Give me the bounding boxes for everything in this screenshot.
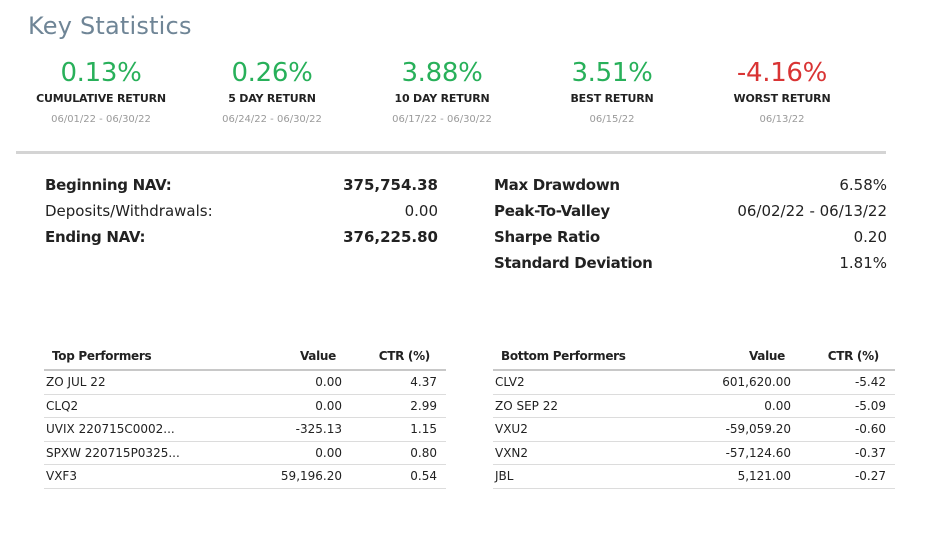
- column-header-ctr: CTR (%): [827, 349, 880, 363]
- table-row: VXF3 59,196.20 0.54: [44, 465, 446, 489]
- column-header-ctr: CTR (%): [378, 349, 431, 363]
- stat-best-return: 3.51% BEST RETURN 06/15/22: [527, 56, 697, 125]
- cell-ctr: -5.42: [854, 375, 886, 389]
- cell-value: 0.00: [764, 398, 791, 413]
- table-row: CLV2 601,620.00 -5.42: [493, 371, 895, 395]
- nav-value: 0.00: [404, 202, 438, 220]
- risk-value: 6.58%: [839, 176, 887, 194]
- nav-row-deposits: Deposits/Withdrawals: 0.00: [45, 200, 438, 226]
- cell-name: CLQ2: [46, 398, 79, 413]
- cell-value: 0.00: [315, 445, 342, 460]
- cell-ctr: -0.60: [854, 422, 886, 436]
- cell-ctr: -0.37: [854, 445, 886, 460]
- bottom-performers-table: Bottom Performers Value CTR (%) CLV2 601…: [493, 344, 895, 489]
- top-performers-table: Top Performers Value CTR (%) ZO JUL 22 0…: [44, 344, 446, 489]
- stat-label: WORST RETURN: [733, 92, 831, 105]
- stat-value: 0.26%: [231, 58, 313, 88]
- stat-value: 0.13%: [60, 58, 142, 88]
- cell-value: 0.00: [315, 375, 342, 389]
- table-row: SPXW 220715P0325... 0.00 0.80: [44, 442, 446, 465]
- cell-ctr: 0.54: [410, 469, 437, 483]
- cell-value: -59,059.20: [725, 422, 791, 436]
- cell-value: 5,121.00: [737, 469, 791, 483]
- table-row: VXN2 -57,124.60 -0.37: [493, 442, 895, 465]
- stat-value: 3.51%: [571, 58, 653, 88]
- nav-row-ending: Ending NAV: 376,225.80: [45, 226, 438, 252]
- stat-5-day-return: 0.26% 5 DAY RETURN 06/24/22 - 06/30/22: [187, 56, 357, 125]
- cell-name: UVIX 220715C0002...: [46, 422, 175, 436]
- column-header-value: Value: [748, 349, 785, 363]
- cell-value: 59,196.20: [280, 469, 342, 483]
- column-header-name: Bottom Performers: [501, 349, 626, 363]
- stat-10-day-return: 3.88% 10 DAY RETURN 06/17/22 - 06/30/22: [357, 56, 527, 125]
- cell-ctr: 4.37: [410, 375, 437, 389]
- risk-value: 0.20: [853, 228, 887, 246]
- risk-row-peak-to-valley: Peak-To-Valley 06/02/22 - 06/13/22: [494, 200, 887, 226]
- cell-value: -325.13: [295, 422, 342, 436]
- table-header: Top Performers Value CTR (%): [44, 344, 446, 371]
- nav-label: Ending NAV:: [45, 228, 146, 246]
- nav-row-beginning: Beginning NAV: 375,754.38: [45, 174, 438, 200]
- stat-label: 10 DAY RETURN: [394, 92, 490, 105]
- risk-label: Peak-To-Valley: [494, 202, 610, 220]
- risk-row-sharpe-ratio: Sharpe Ratio 0.20: [494, 226, 887, 252]
- stat-worst-return: -4.16% WORST RETURN 06/13/22: [697, 56, 867, 125]
- stat-label: BEST RETURN: [570, 92, 654, 105]
- stat-date-range: 06/24/22 - 06/30/22: [222, 114, 322, 125]
- stat-cumulative-return: 0.13% CUMULATIVE RETURN 06/01/22 - 06/30…: [16, 56, 186, 125]
- cell-ctr: -0.27: [854, 469, 886, 483]
- risk-label: Max Drawdown: [494, 176, 620, 194]
- stat-date-range: 06/13/22: [759, 114, 805, 125]
- column-header-value: Value: [299, 349, 336, 363]
- risk-label: Standard Deviation: [494, 254, 653, 272]
- nav-label: Deposits/Withdrawals:: [45, 202, 213, 220]
- risk-summary: Max Drawdown 6.58% Peak-To-Valley 06/02/…: [494, 174, 887, 278]
- table-header: Bottom Performers Value CTR (%): [493, 344, 895, 371]
- nav-value: 376,225.80: [343, 228, 438, 246]
- cell-ctr: 0.80: [410, 445, 437, 460]
- cell-name: JBL: [495, 469, 514, 483]
- cell-ctr: 1.15: [410, 422, 437, 436]
- risk-row-max-drawdown: Max Drawdown 6.58%: [494, 174, 887, 200]
- nav-summary: Beginning NAV: 375,754.38 Deposits/Withd…: [45, 174, 438, 252]
- table-row: UVIX 220715C0002... -325.13 1.15: [44, 418, 446, 442]
- stat-label: 5 DAY RETURN: [228, 92, 316, 105]
- cell-value: 601,620.00: [722, 375, 791, 389]
- cell-name: VXF3: [46, 469, 77, 483]
- nav-value: 375,754.38: [343, 176, 438, 194]
- nav-label: Beginning NAV:: [45, 176, 172, 194]
- cell-ctr: -5.09: [854, 398, 886, 413]
- stat-date-range: 06/01/22 - 06/30/22: [51, 114, 151, 125]
- key-stats-row: 0.13% CUMULATIVE RETURN 06/01/22 - 06/30…: [16, 56, 884, 136]
- cell-name: ZO SEP 22: [495, 398, 558, 413]
- table-row: JBL 5,121.00 -0.27: [493, 465, 895, 489]
- table-row: CLQ2 0.00 2.99: [44, 395, 446, 418]
- stat-date-range: 06/15/22: [589, 114, 635, 125]
- page-title: Key Statistics: [28, 12, 192, 40]
- table-row: ZO SEP 22 0.00 -5.09: [493, 395, 895, 418]
- cell-name: SPXW 220715P0325...: [46, 445, 180, 460]
- table-row: ZO JUL 22 0.00 4.37: [44, 371, 446, 395]
- stat-value: -4.16%: [736, 58, 828, 88]
- risk-value: 1.81%: [839, 254, 887, 272]
- column-header-name: Top Performers: [52, 349, 152, 363]
- stat-date-range: 06/17/22 - 06/30/22: [392, 114, 492, 125]
- cell-name: CLV2: [495, 375, 525, 389]
- cell-name: ZO JUL 22: [46, 375, 106, 389]
- risk-row-standard-deviation: Standard Deviation 1.81%: [494, 252, 887, 278]
- stat-value: 3.88%: [401, 58, 483, 88]
- cell-value: 0.00: [315, 398, 342, 413]
- table-row: VXU2 -59,059.20 -0.60: [493, 418, 895, 442]
- cell-name: VXN2: [495, 445, 529, 460]
- cell-name: VXU2: [495, 422, 528, 436]
- risk-value: 06/02/22 - 06/13/22: [737, 202, 887, 220]
- stat-label: CUMULATIVE RETURN: [36, 92, 166, 105]
- cell-ctr: 2.99: [410, 398, 437, 413]
- section-divider: [16, 151, 886, 154]
- risk-label: Sharpe Ratio: [494, 228, 600, 246]
- cell-value: -57,124.60: [725, 445, 791, 460]
